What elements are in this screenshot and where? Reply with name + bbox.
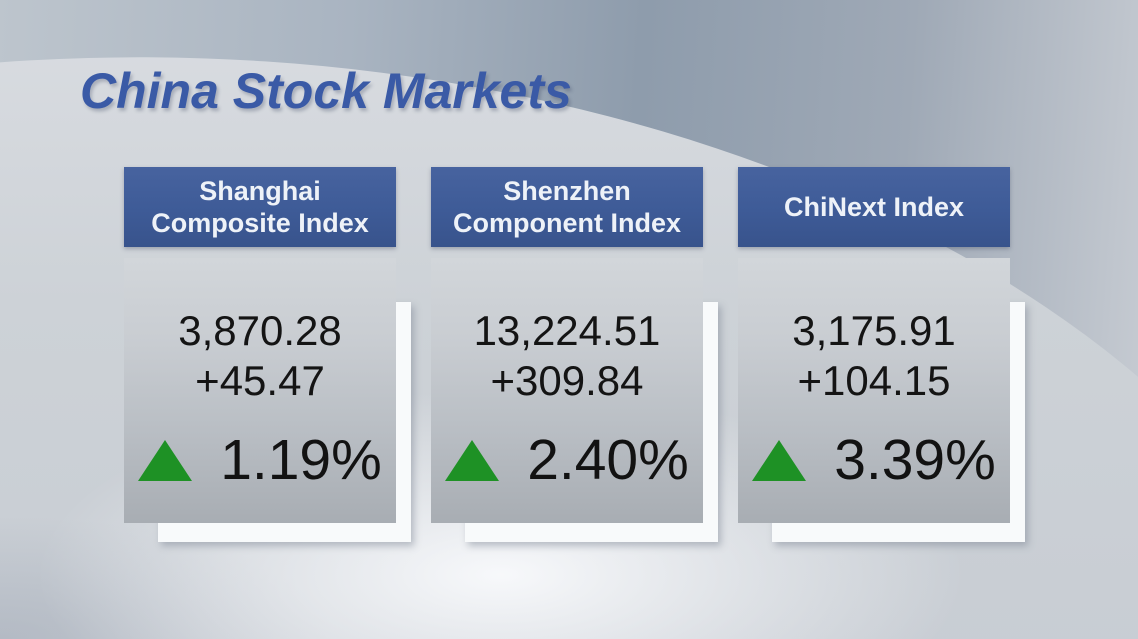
index-card-shenzhen-component: Shenzhen Component Index 13,224.51 +309.…: [431, 167, 718, 542]
up-triangle-icon: [138, 440, 193, 481]
index-name-line1: Shanghai: [199, 176, 321, 206]
index-name-line1: Shenzhen: [503, 176, 631, 206]
index-percent-row: 2.40%: [431, 432, 703, 489]
card-value-panel: 13,224.51 +309.84 2.40%: [431, 258, 703, 523]
up-triangle-icon: [752, 440, 807, 481]
card-value-panel: 3,870.28 +45.47 1.19%: [124, 258, 396, 523]
index-percent-row: 1.19%: [124, 432, 396, 489]
index-percent-change: 3.39%: [834, 428, 996, 492]
card-value-panel: 3,175.91 +104.15 3.39%: [738, 258, 1010, 523]
index-percent-change: 2.40%: [527, 428, 689, 492]
index-card-body: 3,870.28 +45.47 1.19%: [124, 258, 411, 542]
index-card-body: 3,175.91 +104.15 3.39%: [738, 258, 1025, 542]
index-card-header: ChiNext Index: [738, 167, 1010, 247]
index-percent-change: 1.19%: [220, 428, 382, 492]
up-triangle-icon: [445, 440, 500, 481]
index-last-value: 3,175.91: [792, 307, 956, 354]
index-point-change: +309.84: [490, 357, 644, 404]
index-point-change: +45.47: [195, 357, 325, 404]
index-percent-row: 3.39%: [738, 432, 1010, 489]
index-last-value: 13,224.51: [473, 307, 661, 354]
index-card-chinext: ChiNext Index 3,175.91 +104.15 3.39%: [738, 167, 1025, 542]
index-cards-row: Shanghai Composite Index 3,870.28 +45.47…: [124, 167, 1025, 542]
page-title: China Stock Markets: [80, 63, 572, 119]
index-name-line1: ChiNext Index: [783, 192, 965, 222]
index-card-shanghai-composite: Shanghai Composite Index 3,870.28 +45.47…: [124, 167, 411, 542]
index-point-change: +104.15: [797, 357, 951, 404]
index-name-line2: Component Index: [453, 208, 681, 238]
index-last-value: 3,870.28: [178, 307, 342, 354]
index-name-line2: Composite Index: [151, 208, 369, 238]
index-card-header: Shanghai Composite Index: [124, 167, 396, 247]
index-card-header: Shenzhen Component Index: [431, 167, 703, 247]
index-card-body: 13,224.51 +309.84 2.40%: [431, 258, 718, 542]
